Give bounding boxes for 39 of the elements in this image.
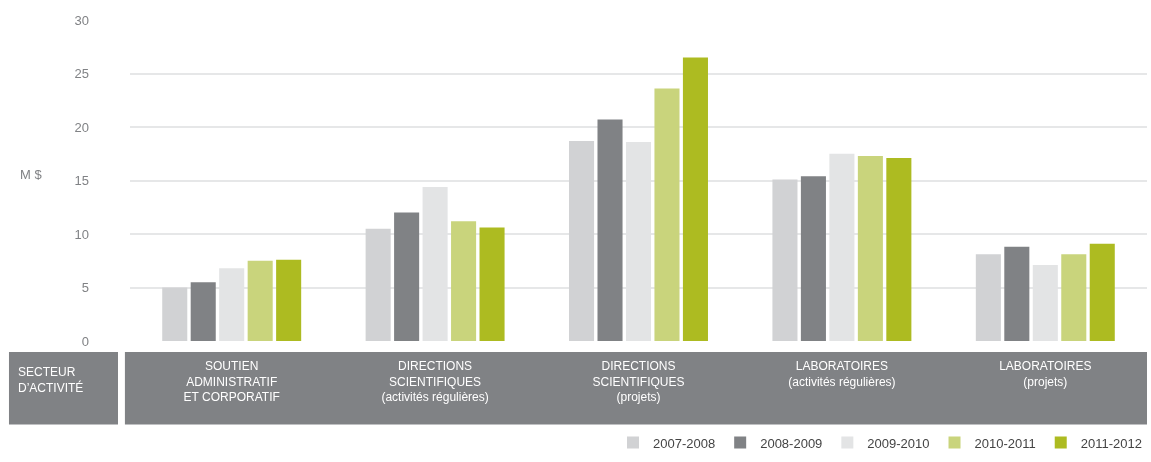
x-tick-label: DIRECTIONS SCIENTIFIQUES (activités régulières) <box>381 359 489 405</box>
y-tick-label: 30 <box>74 12 89 28</box>
bar <box>1004 246 1030 341</box>
bar <box>394 212 420 341</box>
bar <box>162 287 188 341</box>
y-tick-label: 20 <box>74 119 89 135</box>
x-tick-label: LABORATOIRES (activités régulières) <box>788 359 896 389</box>
bar <box>800 176 826 341</box>
legend-label: 2008-2009 <box>760 435 823 451</box>
x-tick-label: LABORATOIRES (projets) <box>999 359 1092 389</box>
bar <box>682 57 708 341</box>
bar <box>975 254 1001 341</box>
bar <box>886 158 912 341</box>
x-tick-label: DIRECTIONS SCIENTIFIQUES (projets) <box>592 359 685 405</box>
bar <box>772 179 798 341</box>
bar <box>276 259 302 341</box>
legend-label: 2011-2012 <box>1080 435 1142 451</box>
legend-label: 2010-2011 <box>974 435 1036 451</box>
legend-label: 2009-2010 <box>867 435 930 451</box>
y-tick-label: 0 <box>81 333 89 349</box>
bar <box>654 88 680 341</box>
bar <box>451 221 477 341</box>
bar <box>1089 243 1115 341</box>
legend-label: 2007-2008 <box>653 435 716 451</box>
x-axis-title: SECTEUR D’ACTIVITÉ <box>18 365 84 395</box>
bar <box>479 227 505 341</box>
bar <box>190 282 216 341</box>
bar <box>597 119 623 341</box>
y-tick-label: 5 <box>81 280 89 296</box>
bar <box>569 140 595 341</box>
x-tick-label: SOUTIEN ADMINISTRATIF ET CORPORATIF <box>183 359 280 405</box>
bar <box>365 228 391 341</box>
bar <box>247 260 273 341</box>
y-tick-label: 25 <box>74 66 89 82</box>
bar <box>857 155 883 341</box>
y-axis-title: M $ <box>20 167 43 182</box>
bar <box>1061 254 1087 341</box>
y-tick-label: 10 <box>74 226 89 242</box>
y-tick-label: 15 <box>74 173 89 189</box>
